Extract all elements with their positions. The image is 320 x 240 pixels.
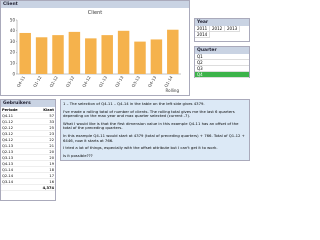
x-axis-label: Rolling	[166, 88, 180, 93]
x-tick-label: Q1-13	[98, 75, 109, 88]
table-cell: Q3-13	[1, 154, 32, 161]
table-cell: Q3-14	[1, 178, 32, 185]
table-cell: 33	[31, 118, 55, 125]
y-tick-label: 40	[10, 28, 16, 33]
table-cell: 21	[31, 142, 55, 149]
column-header: Klant	[31, 107, 55, 113]
table-cell: Q1-14	[1, 166, 32, 173]
table-cell: 20	[31, 148, 55, 155]
bar	[117, 30, 130, 74]
table-cell: Q2-14	[1, 172, 32, 179]
table-cell: 16	[31, 178, 55, 185]
table-cell: Q1-13	[1, 142, 32, 149]
table-row: Q3-14 16	[1, 178, 55, 185]
table-row: Q2-14 17	[1, 172, 55, 179]
year-item[interactable]: 2013	[225, 26, 240, 32]
bar	[134, 41, 146, 74]
x-tick-label: Q1-12	[32, 75, 43, 88]
chart: Client Rolling 0 10 20 30 40 50 Q4-11 Q1-12 Q2-1…	[10, 10, 181, 93]
table-row: Q4-11 57	[1, 112, 55, 119]
table-cell: Q3-12	[1, 130, 32, 137]
table-cell: Q2-12	[1, 124, 32, 131]
table-cell: Q4-11	[1, 112, 32, 119]
note-paragraph: In this example Q4-11 would start at 437…	[63, 132, 245, 143]
x-tick-label: Q4-11	[16, 75, 27, 88]
y-tick-label: 50	[10, 17, 16, 22]
chart-panel: Client Client Rolling 0 10 20 30 40 50 Q4-11 Q1…	[0, 0, 190, 96]
table-row: Q2-12 25	[1, 124, 55, 131]
table-total: 4,374	[31, 184, 55, 191]
table: Periode Klant Q4-11 57 Q1-12 33 Q2-12 25 Q3-12 23…	[1, 107, 55, 191]
table-row: Q2-13 20	[1, 148, 55, 155]
table-cell: 57	[31, 112, 55, 119]
x-tick-label: Q4-13	[147, 75, 158, 88]
bar	[150, 39, 163, 74]
quarter-title: Quarter	[195, 47, 249, 54]
table-cell: Q2-13	[1, 148, 32, 155]
bar	[85, 38, 97, 74]
x-tick-label: Q1-14	[163, 75, 174, 88]
y-tick-label: 20	[10, 50, 16, 55]
table-total-row: 4,374	[1, 184, 55, 191]
note-paragraph: I've made a rolling total of number of c…	[63, 108, 235, 119]
table-cell: 22	[31, 136, 55, 143]
year-item[interactable]: 2014	[195, 32, 210, 38]
note-paragraph: What I would like is that the first dime…	[63, 120, 239, 131]
quarter-item[interactable]: Q2	[195, 60, 249, 66]
year-item[interactable]: 2012	[210, 26, 225, 32]
table-row: Q1-14 18	[1, 166, 55, 173]
bar	[19, 32, 31, 74]
x-tick-label: Q3-12	[65, 75, 76, 88]
table-cell: 17	[31, 172, 55, 179]
quarter-item[interactable]: Q3	[195, 66, 249, 72]
year-box: Year 2011 2012 2013 2014	[194, 18, 250, 42]
table-row: Q3-13 20	[1, 154, 55, 161]
bar	[35, 37, 48, 74]
table-row: Q4-13 19	[1, 160, 55, 167]
note-paragraph: I tried a lot of things, especially with…	[63, 145, 218, 151]
page: Client Client Rolling 0 10 20 30 40 50 Q4-11 Q1…	[0, 0, 251, 201]
y-tick-label: 0	[12, 71, 15, 76]
column-header: Periode	[1, 107, 32, 113]
bar	[167, 29, 179, 74]
note-paragraph: 1 – The selection of Q4-11 – Q4-14 in th…	[63, 101, 205, 106]
table-row: Q4-12 22	[1, 136, 55, 143]
x-tick-label: Q2-12	[48, 75, 59, 88]
table-cell: Q4-13	[1, 160, 32, 167]
bar	[101, 35, 113, 74]
year-title: Year	[195, 19, 249, 26]
table-row: Q1-13 21	[1, 142, 55, 149]
x-tick-label: Q3-13	[130, 75, 141, 88]
table-cell: 19	[31, 160, 55, 167]
table-title: Gebruikers	[1, 100, 55, 107]
table-cell: Q4-12	[1, 136, 32, 143]
table-cell: 18	[31, 166, 55, 173]
bar	[68, 31, 81, 75]
quarter-item[interactable]: Q4	[195, 72, 249, 78]
table-cell: Q1-12	[1, 118, 32, 125]
table-row: Q3-12 23	[1, 130, 55, 137]
y-tick-label: 10	[10, 61, 16, 66]
table-panel: Gebruikers Periode Klant Q4-11 57 Q1-12 33 Q2-…	[0, 99, 56, 201]
x-tick-label: Q2-13	[114, 75, 125, 88]
table-cell	[1, 184, 32, 191]
y-tick-label: 30	[10, 39, 16, 44]
x-tick-label: Q4-12	[81, 75, 92, 88]
window-title: Client	[1, 1, 189, 8]
table-header: Periode Klant	[1, 107, 55, 113]
bar	[52, 35, 64, 74]
table-row: Q1-12 33	[1, 118, 55, 125]
table-cell: 23	[31, 130, 55, 137]
table-cell: 25	[31, 124, 55, 131]
chart-title: Client	[88, 10, 103, 16]
year-item[interactable]: 2011	[195, 26, 210, 32]
note: 1 – The selection of Q4-11 – Q4-14 in th…	[60, 99, 250, 161]
quarter-item[interactable]: Q1	[195, 54, 249, 60]
note-paragraph: Is it possible???	[63, 152, 93, 158]
table-cell: 20	[31, 154, 55, 161]
quarter-box: Quarter Q1 Q2 Q3 Q4	[194, 46, 250, 78]
